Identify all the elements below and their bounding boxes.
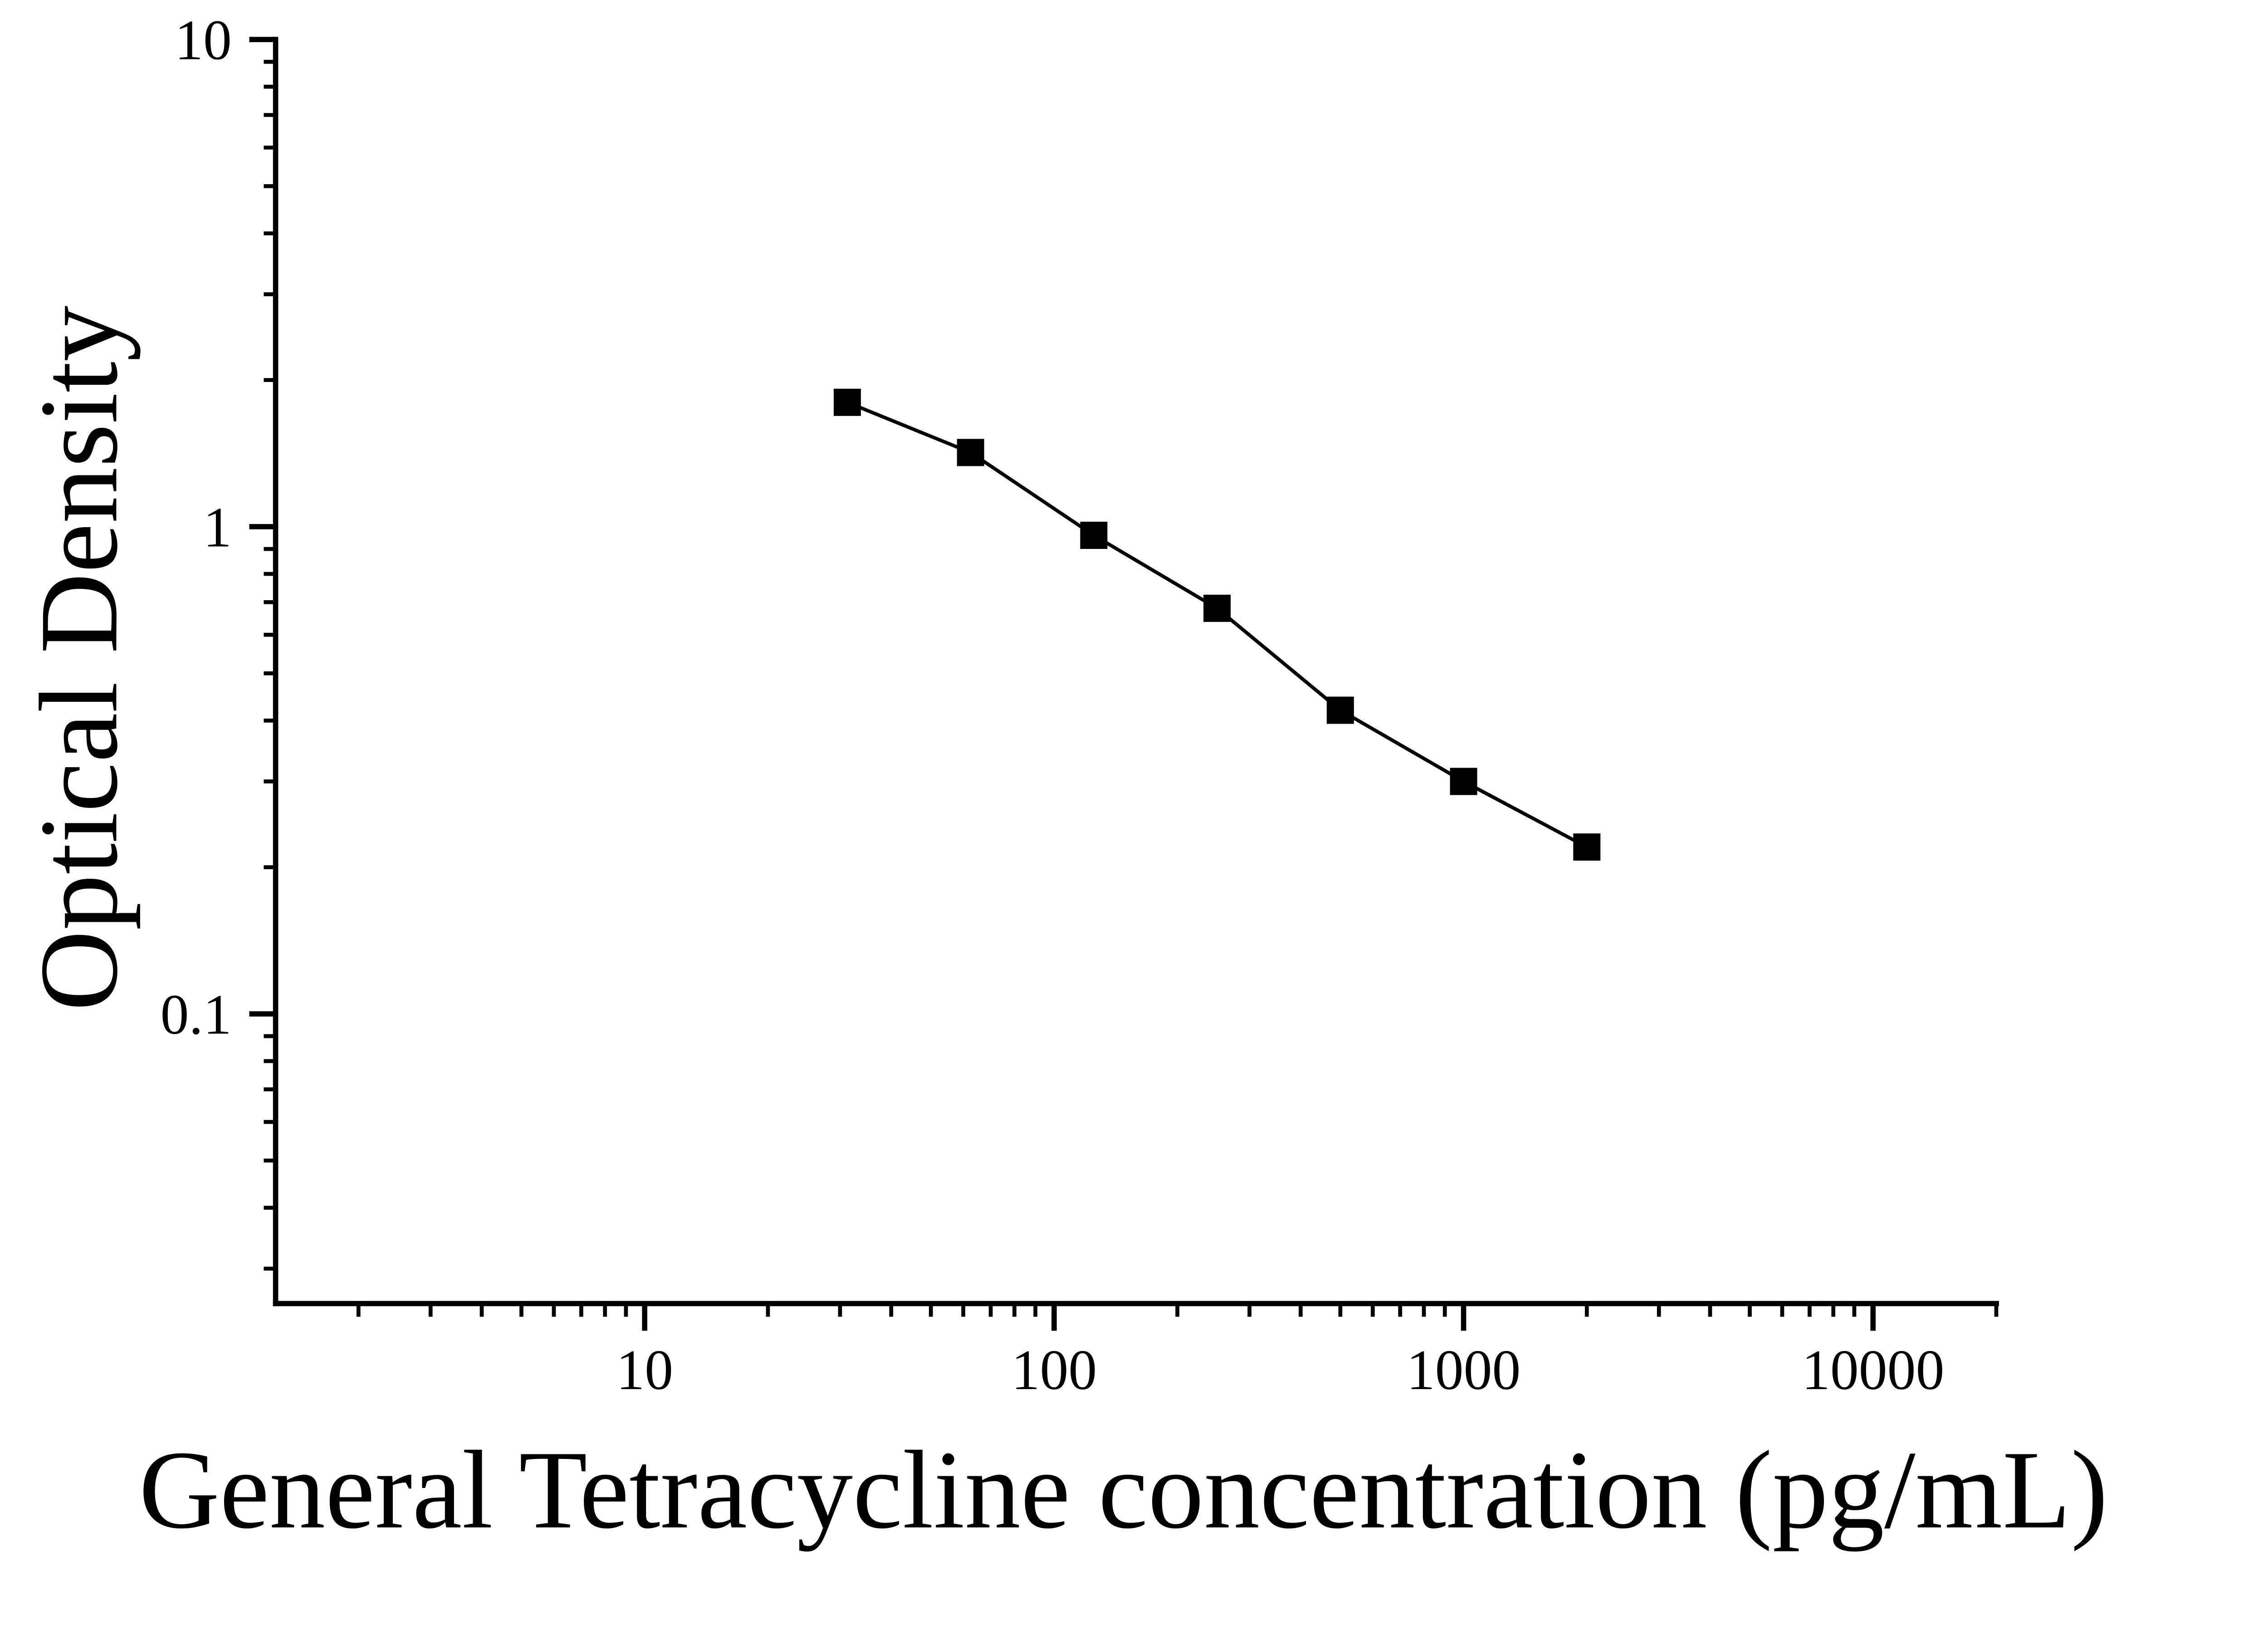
y-tick-label: 1 [203,496,232,559]
x-axis-title: General Tetracycline concentration (pg/m… [139,1428,2108,1552]
y-axis-title: Optical Density [17,306,141,1011]
x-tick-label: 100 [1012,1339,1097,1402]
data-point [1326,696,1354,724]
data-point [957,439,984,466]
y-tick-label: 0.1 [161,983,232,1046]
data-point [1080,522,1108,549]
data-point [1450,768,1477,795]
x-tick-label: 10 [616,1339,673,1402]
y-tick-label: 10 [175,9,232,72]
data-point [1203,594,1231,622]
y-axis: 10 1 0.1 [161,9,279,1307]
data-point [833,388,861,416]
x-axis: 10 100 1000 10000 [273,1301,1999,1402]
data-point [1573,833,1601,861]
series-group [833,388,1601,861]
x-tick-label: 1000 [1407,1339,1521,1402]
chart-canvas: 10 1 0.1 10 100 1000 10000 General Tetracycli… [17,9,2108,1552]
x-tick-label: 10000 [1802,1339,1944,1402]
